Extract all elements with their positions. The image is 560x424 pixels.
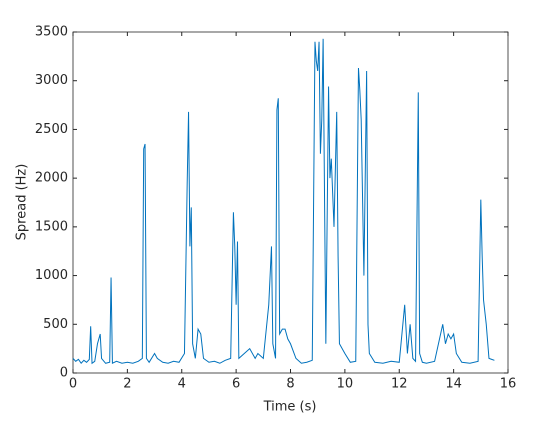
x-tick-label: 4 [178, 377, 186, 392]
x-tick-label: 2 [123, 377, 131, 392]
x-tick-label: 12 [391, 377, 408, 392]
y-tick-label: 2000 [35, 171, 68, 186]
y-tick-label: 0 [60, 366, 68, 381]
x-tick-label: 6 [232, 377, 240, 392]
y-tick-label: 3000 [35, 73, 68, 88]
x-tick-label: 8 [286, 377, 294, 392]
y-tick-label: 500 [43, 317, 68, 332]
x-tick-label: 16 [500, 377, 517, 392]
y-tick-label: 1500 [35, 219, 68, 234]
plot-area [72, 31, 509, 374]
x-tick-label: 14 [445, 377, 462, 392]
x-axis-label: Time (s) [263, 400, 317, 415]
y-axis-label: Spread (Hz) [15, 164, 30, 241]
y-tick-label: 2500 [35, 122, 68, 137]
data-line [72, 38, 495, 365]
y-tick-label: 3500 [35, 25, 68, 40]
x-tick-label: 0 [69, 377, 77, 392]
y-tick-label: 1000 [35, 268, 68, 283]
x-tick-label: 10 [337, 377, 354, 392]
